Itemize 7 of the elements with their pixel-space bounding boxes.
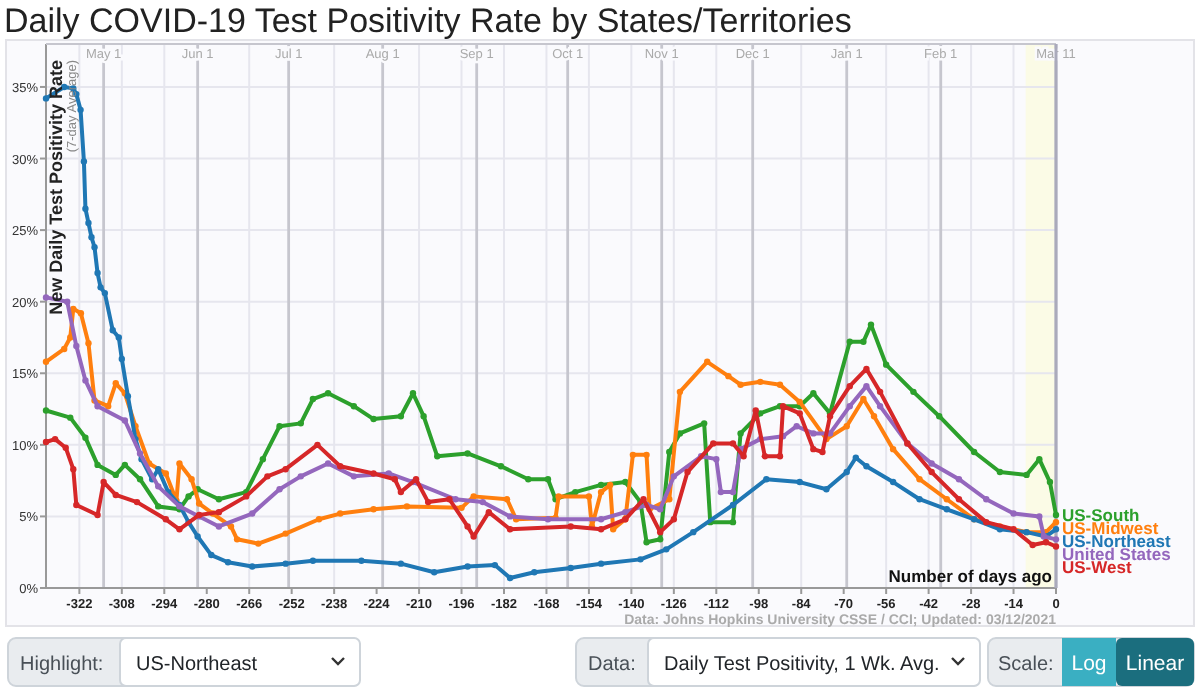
scale-toggle: Scale: Log Linear bbox=[987, 637, 1195, 687]
series-label: US-South bbox=[1062, 504, 1140, 525]
x-axis-title: Number of days ago bbox=[888, 566, 1052, 586]
chart-title: Daily COVID-19 Test Positivity Rate by States/Territories bbox=[4, 2, 852, 40]
y-axis-title: New Daily Test Positivity Rate bbox=[46, 60, 66, 315]
data-select: Data: Daily Test Positivity, 1 Wk. Avg. bbox=[575, 637, 981, 687]
highlight-select: Highlight: US-Northeast bbox=[7, 637, 361, 687]
